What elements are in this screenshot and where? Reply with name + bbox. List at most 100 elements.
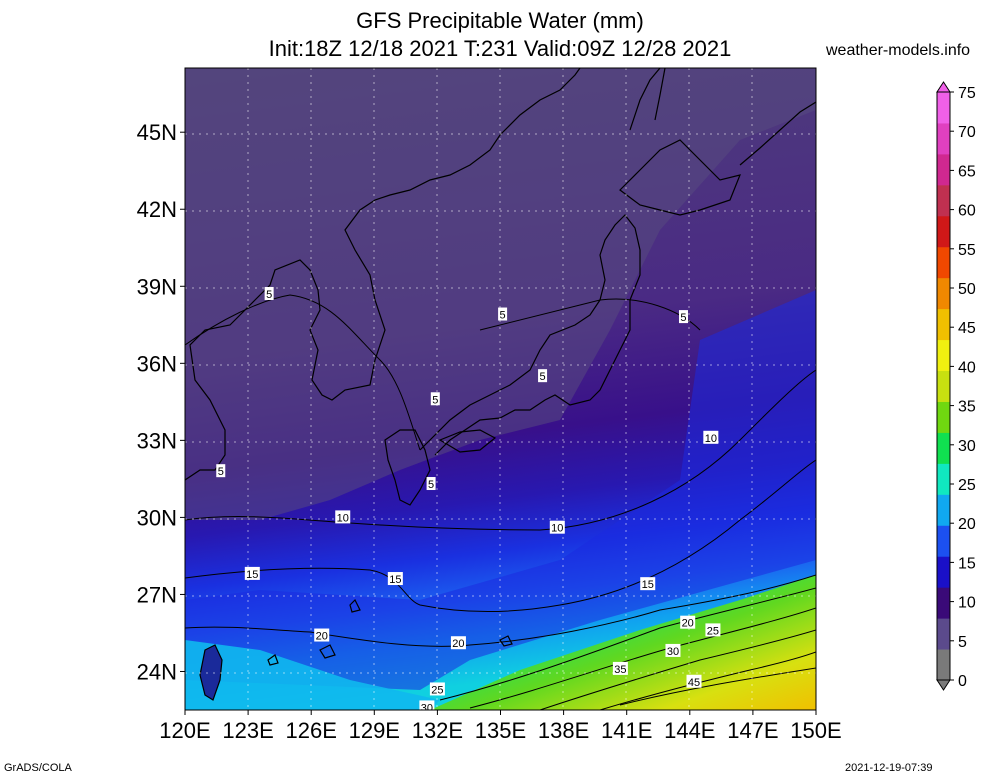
lon-tick-label: 120E: [159, 718, 210, 743]
svg-text:30: 30: [667, 646, 679, 658]
lat-tick-label: 33N: [137, 428, 177, 453]
colorbar-label: 50: [958, 281, 976, 298]
lat-tick-label: 24N: [137, 659, 177, 684]
contour-label: 5: [216, 464, 226, 478]
colorbar-swatch: [937, 401, 950, 433]
contour-label: 5: [498, 307, 508, 322]
contour-label: 25: [429, 682, 445, 696]
lon-tick-label: 138E: [538, 718, 589, 743]
colorbar-swatch: [937, 308, 950, 341]
colorbar-label: 65: [958, 163, 976, 180]
contour-label: 30: [419, 700, 435, 714]
colorbar-swatch: [937, 525, 950, 557]
lon-tick-label: 132E: [412, 718, 463, 743]
colorbar-swatch: [937, 618, 950, 650]
colorbar-swatch: [937, 432, 950, 464]
lon-tick-label: 135E: [475, 718, 526, 743]
lat-tick-label: 42N: [137, 197, 177, 222]
contour-label: 10: [703, 430, 719, 445]
longitude-axis: 120E 123E 126E 129E 132E 135E 138E 141E 144E 147E…: [159, 710, 842, 743]
lon-tick-label: 123E: [222, 718, 273, 743]
svg-text:5: 5: [500, 310, 506, 322]
colorbar-swatch: [937, 587, 950, 619]
contour-label: 20: [314, 628, 330, 643]
colorbar: 0 5 10 15 20 25 30 35 40 45 50 55 60 65 70 75: [936, 81, 976, 691]
colorbar-swatch: [937, 122, 950, 155]
lat-lon-grid: [185, 68, 816, 710]
lon-tick-label: 150E: [790, 718, 841, 743]
contour-label: 20: [450, 636, 466, 650]
colorbar-swatch: [937, 184, 950, 217]
contour-label: 15: [640, 577, 656, 591]
contour-label: 45: [686, 674, 702, 689]
colorbar-label: 75: [958, 85, 976, 102]
svg-text:5: 5: [266, 289, 272, 301]
lat-tick-label: 45N: [137, 120, 177, 145]
colorbar-label: 0: [958, 673, 967, 690]
software-credit: GrADS/COLA: [4, 762, 72, 774]
contour-label: 30: [665, 643, 681, 658]
lon-tick-label: 129E: [349, 718, 400, 743]
colorbar-label: 15: [958, 555, 976, 572]
lon-tick-label: 147E: [727, 718, 778, 743]
svg-text:20: 20: [682, 618, 694, 630]
svg-text:20: 20: [452, 638, 464, 650]
colorbar-swatch: [937, 370, 950, 402]
contour-label: 10: [549, 520, 565, 535]
contour-labels: 5 5 5 5 5 5 5 10 10 10 15 15 15 20 20 20 25 30 35 45 25 30: [216, 286, 721, 714]
colorbar-label: 60: [958, 203, 976, 220]
colorbar-label: 55: [958, 242, 976, 259]
contour-label: 5: [430, 392, 440, 406]
lon-tick-label: 141E: [601, 718, 652, 743]
colorbar-label: 30: [958, 438, 976, 455]
colorbar-swatch: [937, 649, 950, 681]
lon-tick-label: 144E: [664, 718, 715, 743]
svg-text:30: 30: [421, 702, 433, 714]
svg-text:10: 10: [551, 523, 563, 535]
colorbar-label: 35: [958, 399, 976, 416]
colorbar-min-arrow: [936, 679, 951, 691]
lat-tick-label: 36N: [137, 351, 177, 376]
lat-tick-label: 27N: [137, 582, 177, 607]
colorbar-frame: [936, 91, 951, 681]
colorbar-max-arrow: [936, 81, 951, 93]
coastlines: [185, 68, 816, 701]
svg-text:10: 10: [705, 433, 717, 445]
svg-text:45: 45: [688, 677, 700, 689]
colorbar-label: 70: [958, 124, 976, 141]
contour-label: 5: [264, 286, 274, 301]
colorbar-swatch: [937, 92, 950, 124]
lat-tick-label: 30N: [137, 505, 177, 530]
colorbar-swatch: [937, 215, 950, 248]
colorbar-label: 10: [958, 595, 976, 612]
svg-text:15: 15: [389, 574, 401, 586]
contour-lines: [185, 294, 816, 710]
source-label: weather-models.info: [826, 42, 971, 59]
svg-text:10: 10: [337, 512, 349, 524]
contour-label: 20: [680, 615, 696, 630]
latitude-axis: 24N 27N 30N 33N 36N 39N 42N 45N: [137, 120, 185, 684]
colorbar-swatch: [937, 556, 950, 588]
svg-text:15: 15: [642, 579, 654, 591]
contour-label: 10: [335, 510, 351, 524]
contour-label: 5: [678, 310, 688, 324]
contour-label: 5: [538, 369, 548, 383]
colorbar-swatch: [937, 494, 950, 526]
lon-tick-label: 126E: [286, 718, 337, 743]
svg-text:5: 5: [218, 466, 224, 478]
contour-label: 15: [387, 572, 403, 586]
svg-text:5: 5: [428, 479, 434, 491]
colorbar-swatch: [937, 277, 950, 310]
contour-label: 15: [244, 566, 260, 581]
colorbar-label: 40: [958, 359, 976, 376]
svg-text:5: 5: [540, 371, 546, 383]
contour-label: 25: [705, 623, 721, 637]
chart-subtitle: Init:18Z 12/18 2021 T:231 Valid:09Z 12/2…: [268, 36, 732, 61]
colorbar-label: 5: [958, 634, 967, 651]
svg-text:5: 5: [432, 394, 438, 406]
svg-text:25: 25: [431, 684, 443, 696]
colorbar-swatch: [937, 246, 950, 279]
svg-text:15: 15: [246, 569, 258, 581]
timestamp: 2021-12-19-07:39: [845, 762, 933, 774]
